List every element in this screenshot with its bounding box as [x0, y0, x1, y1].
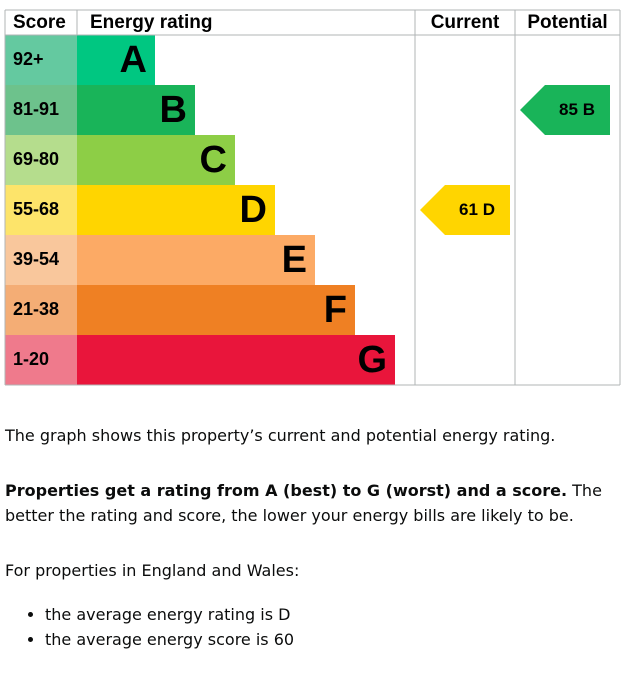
band-letter: C [200, 139, 227, 181]
band-letter: G [357, 339, 387, 381]
score-cell [5, 135, 77, 185]
band-score: 92+ [13, 49, 44, 69]
score-cell [5, 285, 77, 335]
band-letter: D [240, 189, 267, 231]
rating-bold: Properties get a rating from A (best) to… [5, 481, 568, 500]
rating-arrow [420, 185, 510, 235]
band-letter: F [324, 289, 347, 331]
average-item: the average energy score is 60 [45, 627, 294, 652]
arrow-score: 61 [459, 200, 478, 219]
arrow-band: D [483, 200, 495, 219]
band-letter: E [282, 239, 307, 281]
header-potential: Potential [527, 12, 607, 33]
band-bar [77, 85, 195, 135]
header-score: Score [13, 12, 66, 33]
header-rating: Energy rating [90, 12, 212, 33]
band-letter: B [160, 89, 187, 131]
intro-text: The graph shows this property’s current … [5, 426, 556, 445]
score-cell [5, 235, 77, 285]
arrow-band: B [583, 100, 595, 119]
arrow-score: 85 [559, 100, 578, 119]
band-bar [77, 135, 235, 185]
band-score: 21-38 [13, 299, 59, 319]
average-item: the average energy rating is D [45, 602, 294, 627]
band-score: 39-54 [13, 249, 59, 269]
score-cell [5, 35, 77, 85]
band-score: 69-80 [13, 149, 59, 169]
epc-chart: Score Energy rating Current Potential 92+ A 81… [4, 9, 621, 386]
band-score: 55-68 [13, 199, 59, 219]
band-bar [77, 185, 275, 235]
score-cell [5, 335, 77, 385]
current-arrow: 61 D [420, 185, 510, 235]
band-score: 1-20 [13, 349, 49, 369]
band-score: 81-91 [13, 99, 59, 119]
band-bar [77, 35, 155, 85]
score-cell [5, 85, 77, 135]
header-current: Current [431, 12, 500, 33]
rating-rest: The better the rating and score, the low… [5, 481, 602, 525]
band-letter: A [120, 39, 147, 81]
score-cell [5, 185, 77, 235]
band-bar [77, 335, 395, 385]
average-list: the average energy rating is D the avera… [5, 602, 294, 652]
region-text: For properties in England and Wales: [5, 561, 300, 580]
band-bar [77, 235, 315, 285]
arrow-label: 85 B [559, 100, 595, 119]
arrow-label: 61 D [459, 200, 495, 219]
potential-arrow: 85 B [520, 85, 610, 135]
rating-text: Properties get a rating from A (best) to… [5, 478, 617, 528]
rating-arrow [520, 85, 610, 135]
band-bar [77, 285, 355, 335]
